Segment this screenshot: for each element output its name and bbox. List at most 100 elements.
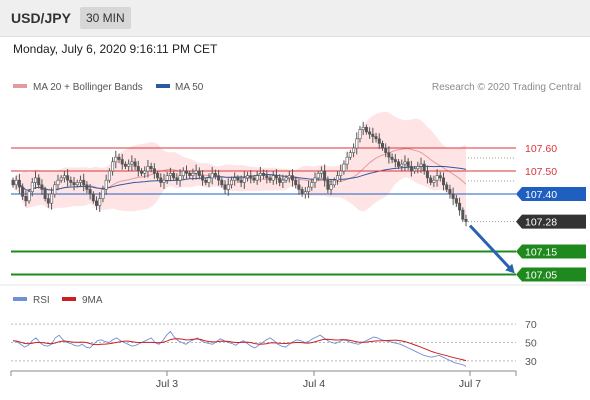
candle — [429, 175, 433, 186]
candle — [464, 214, 468, 227]
candle — [181, 167, 185, 180]
candle — [345, 151, 349, 170]
candle — [413, 165, 417, 174]
candle — [53, 181, 57, 198]
candle — [332, 177, 336, 188]
x-tick-label: Jul 4 — [303, 378, 325, 390]
ma20-legend-swatch — [13, 84, 27, 88]
candle — [313, 172, 317, 189]
candle — [191, 168, 195, 181]
candle — [458, 197, 462, 216]
candle — [33, 171, 37, 189]
candle — [127, 159, 131, 171]
candle — [104, 174, 108, 195]
candle — [27, 188, 31, 204]
ma50-legend-swatch — [156, 84, 170, 88]
candle — [352, 143, 356, 158]
candle — [159, 173, 163, 188]
candle — [133, 158, 137, 171]
candle — [72, 176, 76, 191]
ma50-line — [12, 165, 467, 191]
candle — [271, 171, 275, 185]
top-bar: USD/JPY 30 MIN — [0, 0, 590, 37]
chart-datetime: Monday, July 6, 2020 9:16:11 PM CET — [13, 42, 218, 56]
candle — [396, 159, 400, 170]
candle — [140, 168, 144, 177]
support-tag-107-15 — [516, 244, 586, 259]
candle — [303, 187, 307, 199]
candle — [75, 179, 79, 188]
candle — [226, 178, 230, 196]
candle — [178, 169, 182, 187]
candle — [242, 171, 246, 189]
rsi-legend: RSI 9MA — [13, 295, 103, 306]
candle — [101, 185, 105, 203]
candle — [364, 124, 368, 135]
forecast-arrow-layer — [468, 224, 515, 274]
candle — [310, 178, 314, 191]
rsi-panel: 70 50 30 — [11, 319, 537, 368]
candle — [85, 181, 89, 194]
rsi-ma-legend-label: 9MA — [82, 295, 103, 306]
candle — [419, 157, 423, 173]
candle — [37, 174, 41, 189]
candle — [62, 171, 66, 183]
moving-average-layer — [12, 148, 467, 191]
candle — [290, 169, 294, 187]
candle — [390, 153, 394, 164]
support-tag-107-05 — [516, 267, 586, 282]
main-legend: MA 20 + Bollinger Bands MA 50 Research ©… — [13, 82, 581, 93]
copyright-credit: Research © 2020 Trading Central — [432, 82, 581, 93]
candle — [201, 170, 205, 186]
candle — [406, 158, 410, 171]
candle — [156, 170, 160, 181]
candle — [380, 140, 384, 151]
candle — [149, 162, 153, 173]
candle — [268, 175, 272, 183]
candle — [123, 161, 127, 170]
candle — [136, 160, 140, 177]
ma50-legend-label: MA 50 — [175, 82, 204, 93]
candle — [217, 170, 221, 186]
candle — [111, 157, 115, 176]
candle — [255, 171, 259, 185]
candle — [40, 179, 44, 195]
candle — [258, 166, 262, 183]
candle — [323, 164, 327, 187]
candle — [117, 153, 121, 164]
x-tick-label: Jul 7 — [459, 378, 481, 390]
candle — [348, 149, 352, 160]
rsi-level-label-50: 50 — [525, 338, 537, 350]
candle — [175, 173, 179, 185]
candle — [403, 155, 407, 171]
price-level-layer — [11, 147, 516, 276]
candle — [416, 161, 420, 174]
candle — [451, 187, 455, 206]
candle — [361, 121, 365, 136]
candle — [284, 175, 288, 183]
candle — [17, 173, 21, 194]
candle — [66, 169, 70, 187]
timeframe-button[interactable]: 30 MIN — [80, 7, 131, 29]
candle — [146, 159, 150, 178]
candle — [461, 207, 465, 223]
symbol-label: USD/JPY — [11, 10, 71, 26]
candle — [274, 169, 278, 185]
candle — [107, 168, 111, 183]
rsi-ma-legend-swatch — [62, 297, 76, 301]
price-label-layer: 107.60 107.50 107.40 107.28 107.15 107.05 — [516, 143, 586, 282]
rsi-level-label-70: 70 — [525, 319, 537, 331]
candle — [454, 194, 458, 207]
candle — [46, 194, 50, 208]
candle — [422, 160, 426, 175]
candle — [24, 190, 28, 207]
candle — [43, 186, 47, 202]
support-label-107-15: 107.15 — [525, 247, 557, 259]
candle — [230, 176, 234, 189]
candle — [319, 166, 323, 178]
candle — [448, 184, 452, 199]
x-tick-label: Jul 3 — [156, 378, 178, 390]
forecast-arrow-head — [505, 263, 515, 274]
candle — [438, 171, 442, 182]
pivot-tag — [516, 187, 586, 201]
